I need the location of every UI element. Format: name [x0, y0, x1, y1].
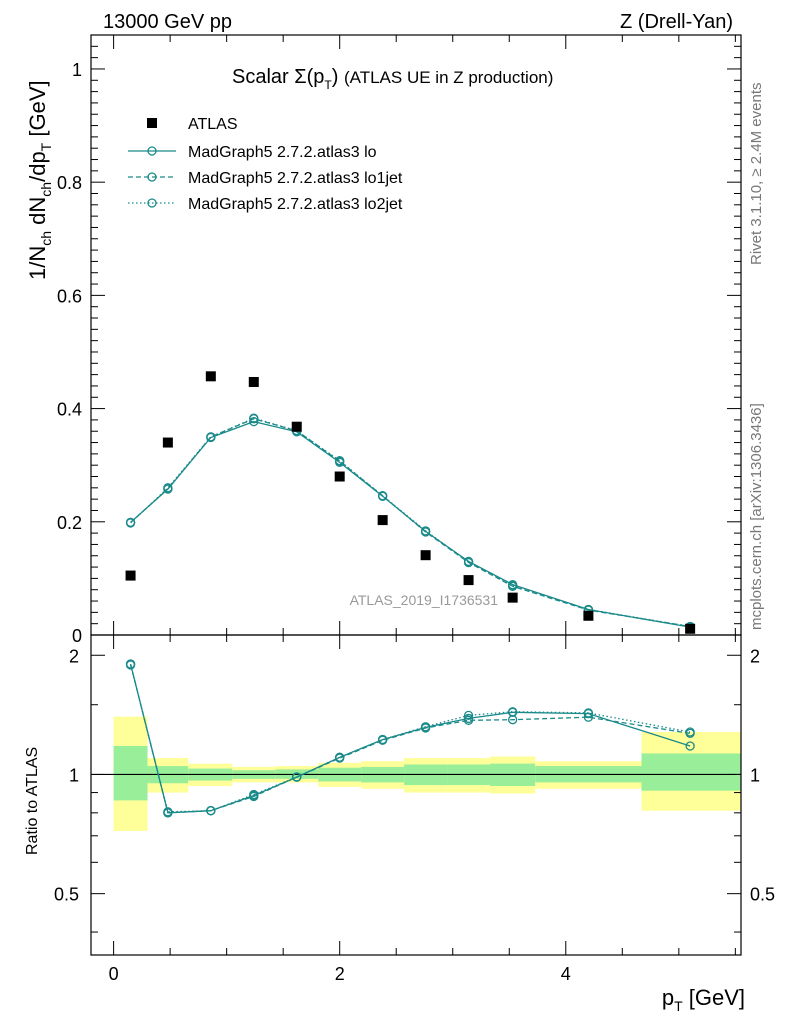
ratio-marker-lo: [685, 741, 695, 751]
plot-title: Scalar Σ(pT) (ATLAS UE in Z production): [232, 66, 553, 92]
legend-label-lo2jet: MadGraph5 2.7.2.atlas3 lo2jet: [188, 196, 403, 213]
process-label: Z (Drell-Yan): [620, 11, 733, 33]
ratio-marker-lo1jet: [463, 715, 474, 725]
atlas-data-point: [291, 421, 302, 432]
atlas-data-point: [205, 371, 216, 382]
line-lo1jet: [130, 418, 691, 628]
ratio-y-tick-label-left: 0.5: [54, 885, 79, 905]
ratio-marker-lo2jet: [508, 707, 518, 717]
x-tick-label: 2: [335, 964, 345, 984]
ratio-marker-lo2jet: [420, 722, 431, 732]
marker-lo2jet: [335, 456, 345, 466]
atlas-data-point: [125, 570, 136, 581]
marker-lo2jet: [463, 557, 474, 567]
ratio-marker-lo2jet: [249, 789, 259, 800]
y-tick-label: 0.6: [57, 286, 82, 306]
rivet-label: Rivet 3.1.10, ≥ 2.4M events: [748, 83, 765, 266]
line-lo2jet: [130, 417, 691, 628]
marker-lo2jet: [206, 432, 216, 442]
legend-marker-lo: [147, 146, 157, 156]
ratio-marker-lo2jet: [378, 734, 388, 745]
energy-label: 13000 GeV pp: [103, 11, 232, 33]
legend-marker-lo2jet: [147, 198, 157, 208]
legend-label-lo1jet: MadGraph5 2.7.2.atlas3 lo1jet: [188, 170, 403, 187]
atlas-data-point: [507, 592, 518, 603]
ratio-marker-lo2jet: [335, 752, 345, 762]
atlas-data-point: [583, 610, 594, 621]
ratio-y-tick-label-right: 2: [750, 646, 760, 666]
ratio-y-tick-label-right: 1: [750, 765, 760, 785]
y-tick-label: 0.2: [57, 513, 82, 533]
ratio-marker-lo2jet: [463, 710, 474, 721]
ratio-marker-lo2jet: [583, 708, 594, 718]
x-tick-label: 4: [561, 964, 571, 984]
mcplots-label: mcplots.cern.ch [arXiv:1306.3436]: [748, 403, 765, 630]
marker-lo2jet: [125, 518, 136, 528]
y-tick-label: 0.4: [57, 400, 82, 420]
marker-lo2jet: [378, 491, 388, 501]
ratio-y-tick-label-left: 1: [69, 765, 79, 785]
ratio-marker-lo1jet: [583, 712, 594, 722]
ratio-marker-lo2jet: [206, 806, 216, 816]
legend: ATLAS MadGraph5 2.7.2.atlas3 lo MadGraph…: [128, 116, 403, 213]
ratio-y-tick-label-left: 2: [69, 646, 79, 666]
ratio-y-axis-title: Ratio to ATLAS: [24, 747, 41, 855]
ratio-band-stat: [113, 745, 148, 801]
atlas-data-point: [334, 471, 345, 482]
y-tick-label: 0: [72, 626, 82, 646]
marker-lo2jet: [420, 526, 431, 536]
legend-marker-atlas: [147, 118, 157, 128]
ratio-marker-lo2jet: [685, 727, 695, 737]
legend-label-atlas: ATLAS: [188, 116, 238, 133]
marker-lo2jet: [508, 580, 518, 590]
y-axis-title: 1/Nch dNch/dpT [GeV]: [25, 80, 54, 280]
atlas-data-point: [377, 515, 388, 526]
y-tick-label: 0.8: [57, 173, 82, 193]
ratio-marker-lo2jet: [163, 807, 173, 817]
ratio-marker-lo2jet: [292, 772, 302, 782]
ratio-band-stat: [641, 753, 741, 791]
legend-marker-lo1jet: [147, 172, 157, 182]
atlas-data-point: [463, 575, 474, 586]
legend-label-lo: MadGraph5 2.7.2.atlas3 lo: [188, 144, 377, 161]
x-tick-label: 0: [109, 964, 119, 984]
ratio-plot-frame: [90, 634, 742, 956]
marker-lo2jet: [249, 413, 259, 423]
ratio-line-lo2jet: [129, 664, 691, 813]
atlas-data-point: [162, 437, 173, 448]
ratio-marker-lo2jet: [125, 660, 136, 670]
x-axis-title: pT [GeV]: [662, 985, 745, 1014]
atlas-data-point: [420, 550, 431, 561]
atlas-data-point: [248, 376, 259, 387]
atlas-data-point: [685, 623, 696, 634]
marker-lo2jet: [163, 483, 173, 493]
analysis-id: ATLAS_2019_I1736531: [350, 592, 499, 608]
y-tick-label: 1: [72, 60, 82, 80]
ratio-y-tick-label-right: 0.5: [750, 885, 775, 905]
